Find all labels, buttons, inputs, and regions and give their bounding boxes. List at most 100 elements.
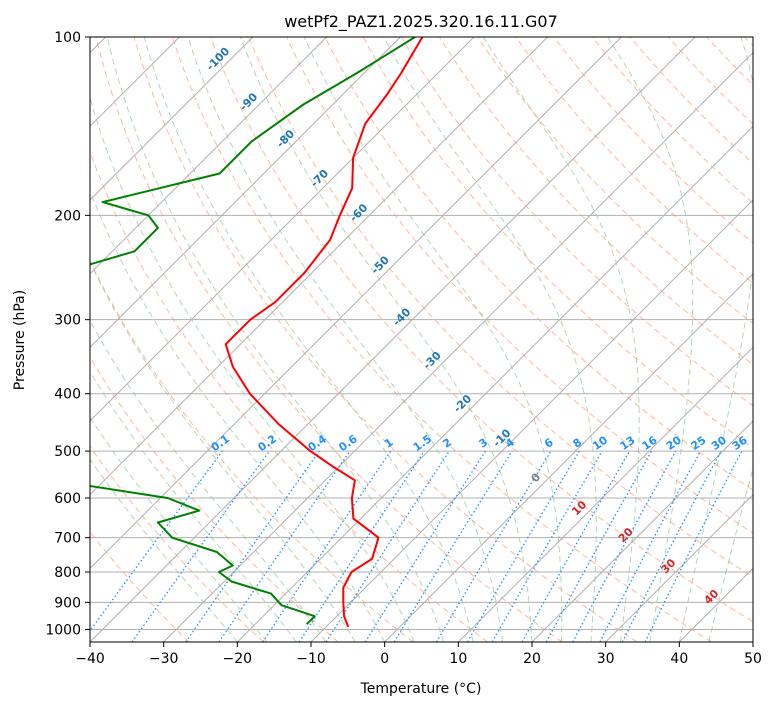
mixing-ratio-line: [131, 450, 270, 642]
x-tick-label: 20: [523, 651, 541, 667]
y-axis-label: Pressure (hPa): [12, 290, 28, 390]
isotherm-label: 10: [569, 498, 589, 518]
sounding-traces: [90, 37, 424, 628]
isotherm-label: -100: [204, 44, 233, 73]
dry-adiabat: [248, 37, 753, 578]
isotherm-label: -60: [347, 201, 370, 224]
mixing-ratio-line: [262, 450, 392, 642]
moist-adiabat: [187, 37, 503, 642]
isotherm-line: [90, 37, 401, 349]
moist-adiabat: [90, 260, 356, 642]
sounding-trace: [90, 37, 416, 625]
isotherm-line: [678, 567, 753, 642]
x-tick-label: −40: [75, 651, 105, 667]
grid-labels: 0.1 0.2 0.4 0.6 1 1.5 2 3 4 6 8 10 13 16 20 25 30 36-100-…: [204, 44, 750, 607]
mixing-ratio-line: [599, 450, 702, 642]
y-tick-label: 700: [54, 531, 81, 547]
dry-adiabat: [90, 445, 264, 642]
moist-adiabat: [607, 37, 694, 642]
mixing-ratio-line: [393, 450, 513, 642]
x-tick-label: 30: [597, 651, 615, 667]
x-tick-label: 40: [670, 651, 688, 667]
mixing-ratio-line: [545, 450, 653, 642]
moist-adiabat: [708, 466, 753, 642]
x-tick-label: −30: [149, 651, 179, 667]
mixing-ratio-label: 6: [542, 436, 556, 451]
isotherm-label: -50: [369, 253, 392, 276]
x-tick-label: −10: [296, 651, 326, 667]
chart-title: wetPf2_PAZ1.2025.320.16.11.G07: [284, 12, 558, 32]
isotherm-line: [457, 346, 753, 642]
y-axis: 100 200 300 400 500 600 700 800 900 1000: [45, 30, 90, 638]
x-axis: −40 −30 −20 −10 0 10 20 30 40 50: [75, 642, 762, 667]
x-tick-label: 10: [449, 651, 467, 667]
dry-adiabat: [553, 37, 753, 244]
dry-adiabat: [210, 37, 753, 623]
mixing-ratio-label: 30: [709, 433, 729, 453]
mixing-ratio-line: [364, 450, 486, 642]
dry-adiabat: [90, 259, 414, 642]
skewed-isotherms: [90, 37, 753, 642]
y-tick-label: 200: [54, 208, 81, 224]
y-tick-label: 900: [54, 595, 81, 611]
mixing-ratio-line: [644, 450, 743, 642]
y-tick-label: 400: [54, 387, 81, 403]
isotherm-line: [384, 272, 753, 642]
dry-adiabat: [90, 150, 488, 642]
isotherm-line: [531, 420, 753, 642]
moist-adiabat: [303, 37, 563, 642]
dry-adiabat: [90, 531, 190, 642]
dry-adiabat: [90, 356, 339, 642]
isotherm-line: [310, 199, 753, 642]
isotherm-label: 40: [701, 587, 721, 607]
x-tick-label: 0: [380, 651, 389, 667]
x-tick-label: −20: [223, 651, 253, 667]
isotherm-label: -30: [421, 349, 444, 372]
mixing-ratio-label: 25: [689, 434, 709, 453]
pressure-gridlines: [90, 37, 753, 630]
dry-adiabat: [171, 37, 712, 642]
isotherm-label: -90: [237, 90, 260, 113]
mixing-ratio-line: [298, 450, 425, 642]
isotherm-label: -40: [390, 305, 413, 328]
dry-adiabat: [706, 37, 753, 86]
mixing-ratio-lines: [90, 450, 743, 642]
moist-adiabat: [90, 416, 268, 642]
dry-adiabat: [591, 37, 753, 204]
mixing-ratio-line: [218, 450, 351, 642]
dry-adiabat: [744, 37, 753, 47]
dry-adiabat: [133, 37, 638, 642]
moist-adiabats: [90, 37, 753, 642]
moist-adiabat: [90, 458, 238, 642]
moist-adiabat: [383, 37, 597, 642]
plot-frame: [89, 36, 754, 643]
isotherm-line: [163, 51, 753, 642]
mixing-ratio-label: 8: [571, 436, 585, 451]
mixing-ratio-line: [90, 450, 223, 632]
mixing-ratio-line: [466, 450, 580, 642]
moist-adiabat: [482, 37, 640, 642]
isotherm-line: [752, 641, 753, 642]
mixing-ratio-label: 16: [640, 433, 660, 453]
dry-adiabat: [668, 37, 753, 125]
isotherm-line: [236, 125, 753, 642]
isotherm-line: [605, 493, 753, 642]
moist-adiabat: [90, 370, 297, 642]
moist-adiabat: [106, 37, 445, 642]
moist-adiabat: [90, 189, 386, 642]
plot-area: 0.1 0.2 0.4 0.6 1 1.5 2 3 4 6 8 10 13 16 20 25 30 36-100-…: [90, 37, 753, 642]
dry-adiabat: [286, 37, 753, 534]
dry-adiabats: [90, 37, 753, 642]
isotherm-label: -70: [308, 167, 331, 190]
y-tick-label: 600: [54, 491, 81, 507]
isotherm-line: [90, 37, 622, 570]
mixing-ratio-line: [572, 450, 677, 642]
isotherm-line: [90, 37, 475, 422]
x-tick-label: 50: [744, 651, 762, 667]
moist-adiabat: [143, 37, 474, 642]
moist-adiabat: [90, 319, 327, 642]
mixing-ratio-line: [185, 450, 320, 642]
x-axis-label: Temperature (°C): [360, 681, 482, 697]
isotherm-line: [90, 37, 549, 496]
